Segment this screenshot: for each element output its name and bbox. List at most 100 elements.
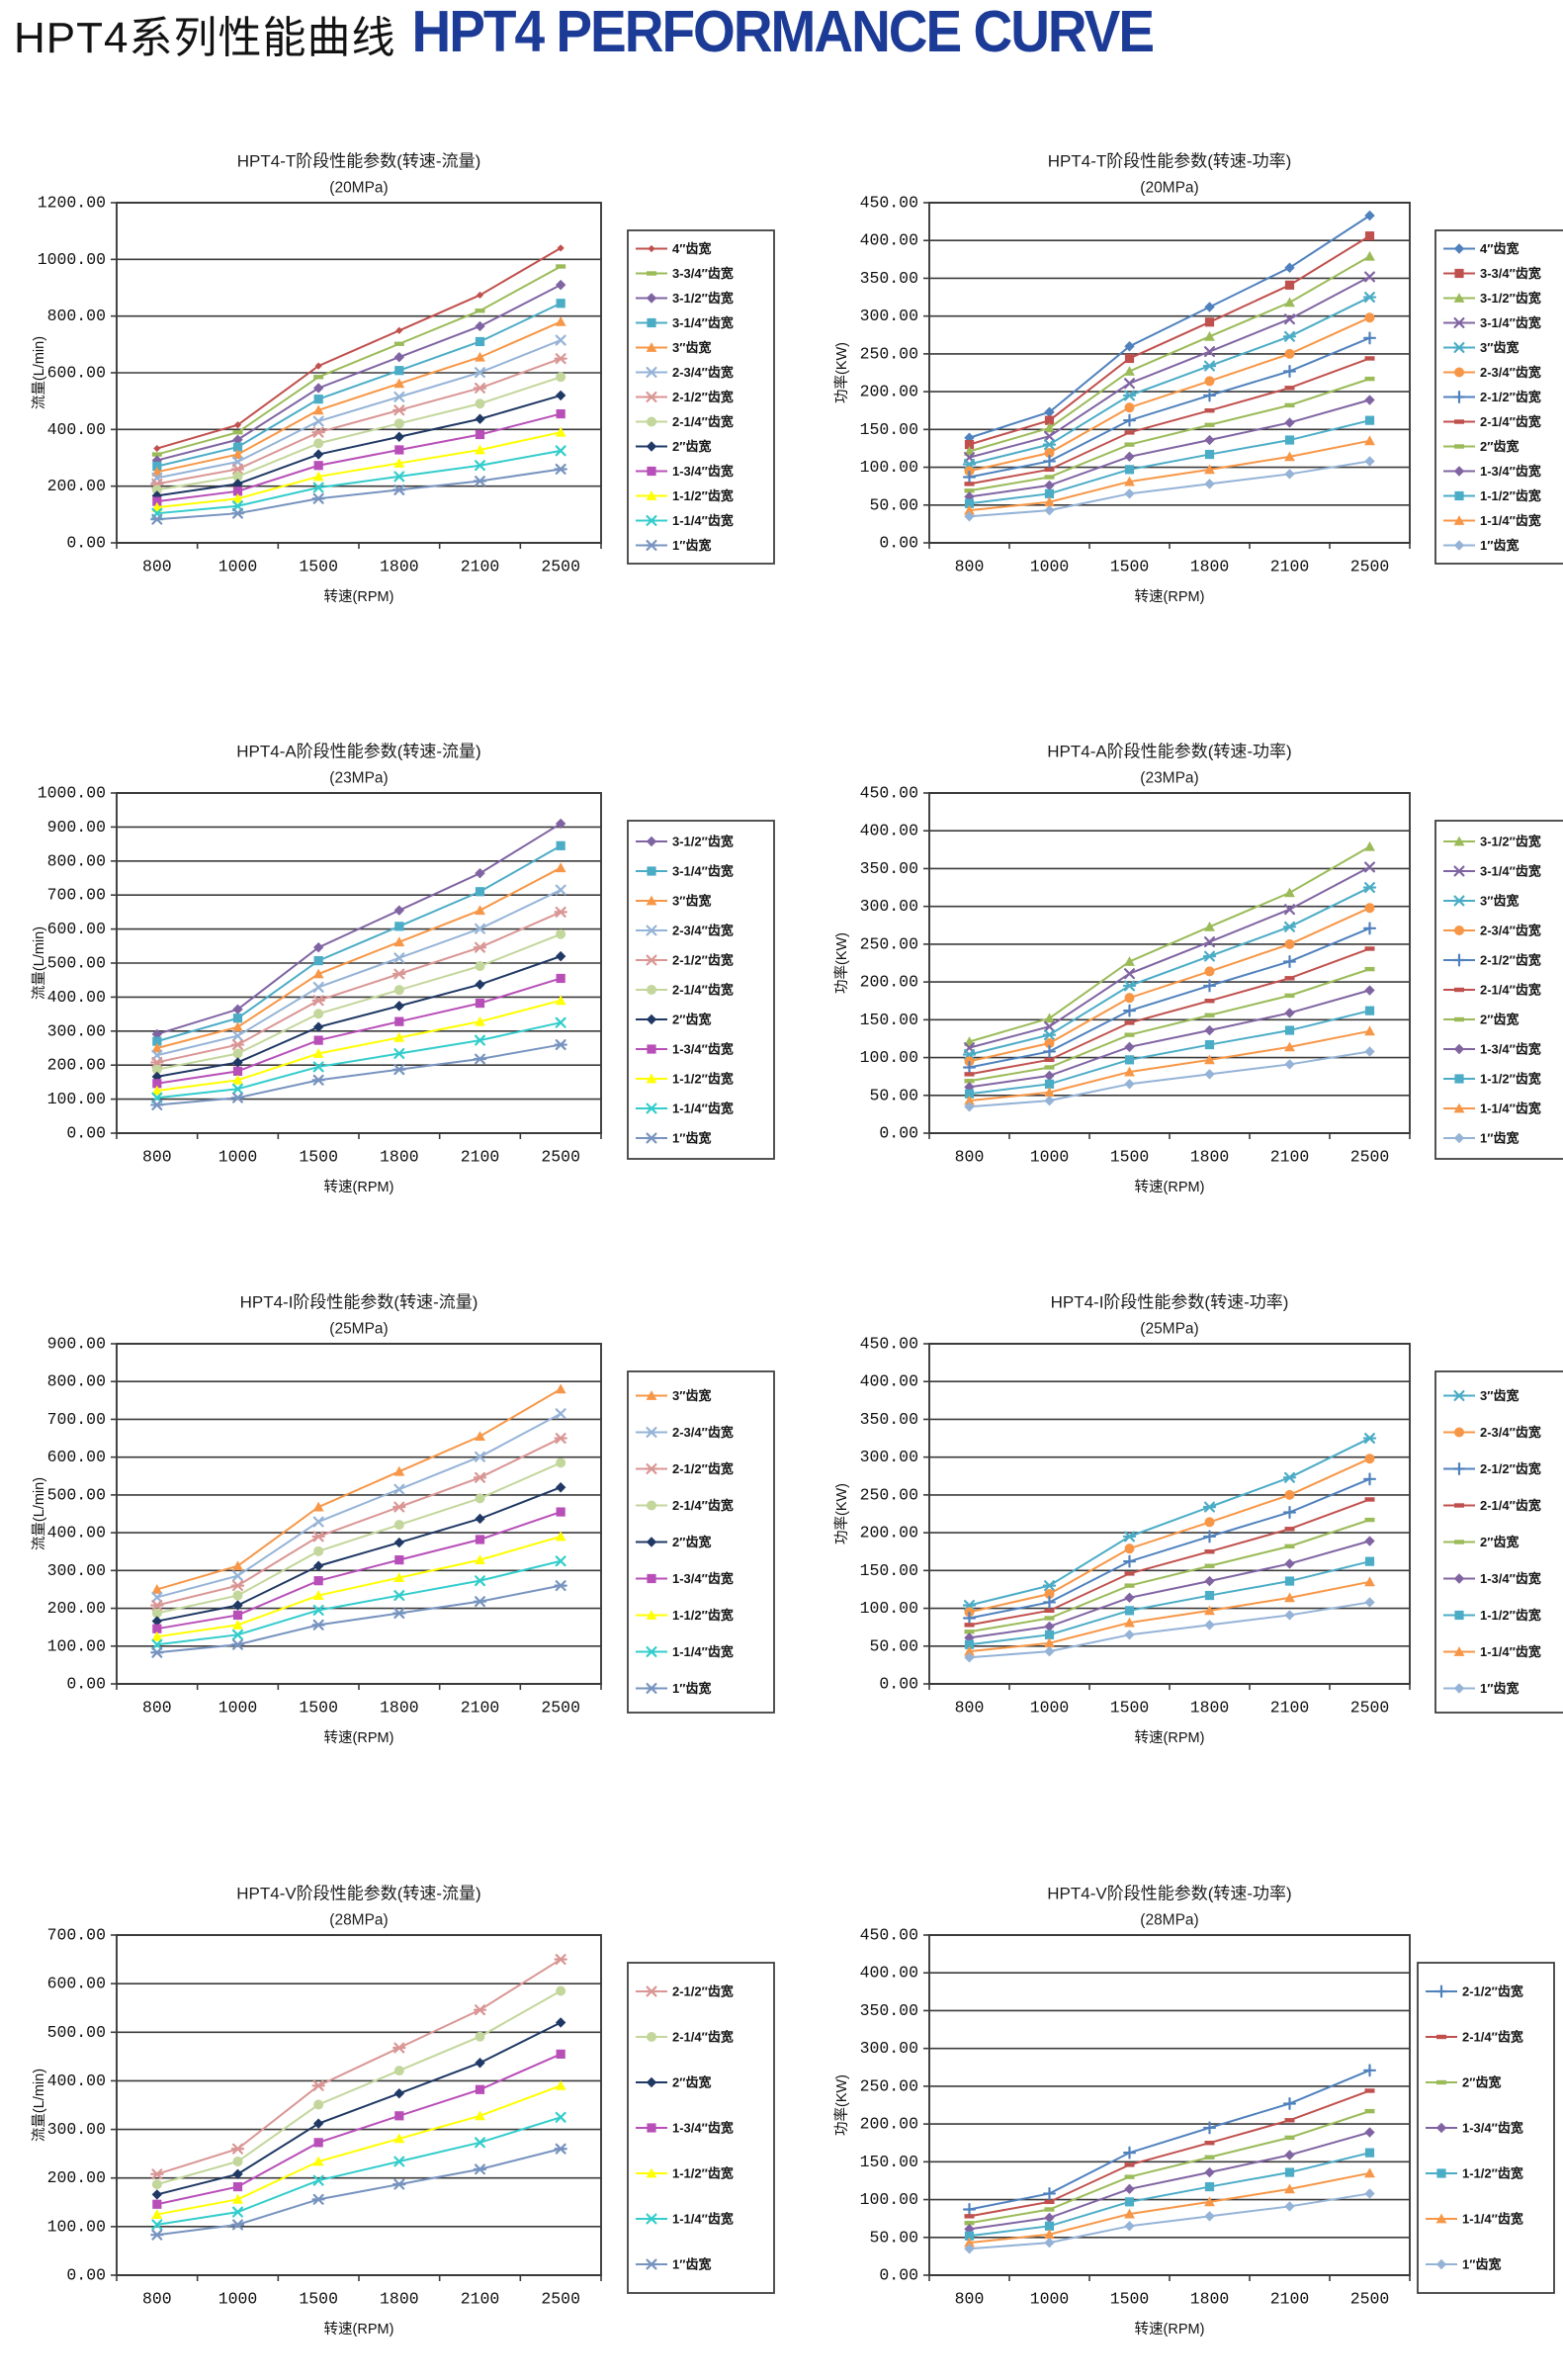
chart-hpt4-t-power-svg: 0.00 50.00 100.00 150.00 200.00 250.00 300.00 3… xyxy=(833,152,1563,605)
svg-text:3″齿宽: 3″齿宽 xyxy=(672,1388,711,1403)
svg-text:3-1/2″齿宽: 3-1/2″齿宽 xyxy=(1480,291,1541,306)
svg-text:100.00: 100.00 xyxy=(860,2190,918,2209)
chart-hpt4-a-power-svg: 0.00 50.00 100.00 150.00 200.00 250.00 300.00 3… xyxy=(833,743,1563,1195)
svg-text:3-1/2″齿宽: 3-1/2″齿宽 xyxy=(672,291,734,306)
svg-text:2″齿宽: 2″齿宽 xyxy=(672,2075,711,2090)
svg-text:(25MPa): (25MPa) xyxy=(329,1321,388,1338)
svg-text:2-1/2″齿宽: 2-1/2″齿宽 xyxy=(672,953,734,968)
svg-text:2500: 2500 xyxy=(1350,558,1390,576)
svg-text:3-1/2″齿宽: 3-1/2″齿宽 xyxy=(672,835,734,849)
svg-text:2-3/4″齿宽: 2-3/4″齿宽 xyxy=(1480,924,1541,938)
svg-text:1-1/2″齿宽: 1-1/2″齿宽 xyxy=(1480,488,1541,503)
svg-text:2-3/4″齿宽: 2-3/4″齿宽 xyxy=(672,365,734,380)
svg-text:1500: 1500 xyxy=(1110,1699,1150,1718)
svg-text:200.00: 200.00 xyxy=(47,477,106,495)
chart-hpt4-a-flow-svg: 0.00 100.00 200.00 300.00 400.00 500.00 600.00… xyxy=(31,743,775,1195)
svg-text:2100: 2100 xyxy=(461,1148,500,1167)
svg-text:100.00: 100.00 xyxy=(860,458,918,477)
svg-text:300.00: 300.00 xyxy=(860,307,918,325)
svg-text:1800: 1800 xyxy=(380,1148,419,1167)
svg-text:1500: 1500 xyxy=(299,558,338,576)
svg-text:2100: 2100 xyxy=(461,558,500,576)
chart-hpt4-i-power: 0.00 50.00 100.00 150.00 200.00 250.00 300.00 3… xyxy=(821,1198,1563,1789)
svg-text:1500: 1500 xyxy=(299,2290,338,2309)
svg-text:50.00: 50.00 xyxy=(869,1086,918,1104)
svg-text:2100: 2100 xyxy=(1270,1148,1310,1167)
svg-text:1-3/4″齿宽: 1-3/4″齿宽 xyxy=(1480,1042,1541,1057)
svg-text:转速(RPM): 转速(RPM) xyxy=(324,1729,394,1746)
svg-text:1000: 1000 xyxy=(218,2290,258,2309)
svg-text:1″齿宽: 1″齿宽 xyxy=(1480,1131,1519,1146)
svg-text:1800: 1800 xyxy=(1190,1699,1230,1718)
svg-text:400.00: 400.00 xyxy=(47,1524,106,1543)
svg-text:450.00: 450.00 xyxy=(860,1335,918,1354)
svg-text:400.00: 400.00 xyxy=(860,1372,918,1391)
svg-text:1-3/4″齿宽: 1-3/4″齿宽 xyxy=(1480,1571,1541,1586)
svg-text:1-1/4″齿宽: 1-1/4″齿宽 xyxy=(672,1102,734,1116)
svg-text:(20MPa): (20MPa) xyxy=(329,180,388,197)
svg-text:600.00: 600.00 xyxy=(47,920,106,938)
svg-text:800: 800 xyxy=(955,1699,985,1718)
svg-text:2-1/4″齿宽: 2-1/4″齿宽 xyxy=(672,414,734,429)
svg-text:800: 800 xyxy=(955,1148,985,1167)
svg-text:1″齿宽: 1″齿宽 xyxy=(672,538,711,553)
chart-hpt4-t-flow: 0.00 200.00 400.00 600.00 800.00 1000.00 1200.… xyxy=(10,57,801,648)
svg-text:300.00: 300.00 xyxy=(860,897,918,916)
svg-text:1000.00: 1000.00 xyxy=(38,784,106,803)
svg-text:1-1/2″齿宽: 1-1/2″齿宽 xyxy=(672,488,734,503)
chart-hpt4-a-flow: 0.00 100.00 200.00 300.00 400.00 500.00 600.00… xyxy=(10,648,801,1238)
svg-text:1″齿宽: 1″齿宽 xyxy=(1480,1681,1519,1696)
svg-text:2-1/4″齿宽: 2-1/4″齿宽 xyxy=(1480,1498,1541,1513)
page-header: HPT4系列性能曲线 HPT4 PERFORMANCE CURVE xyxy=(14,0,1155,65)
svg-text:功率(KW): 功率(KW) xyxy=(833,2074,850,2136)
svg-text:(28MPa): (28MPa) xyxy=(329,1912,388,1929)
svg-text:3″齿宽: 3″齿宽 xyxy=(1480,1388,1519,1403)
svg-text:1500: 1500 xyxy=(1110,1148,1150,1167)
svg-text:500.00: 500.00 xyxy=(47,1485,106,1504)
svg-text:2100: 2100 xyxy=(461,2290,500,2309)
chart-hpt4-i-flow: 0.00 100.00 200.00 300.00 400.00 500.00 600.00… xyxy=(10,1198,801,1789)
svg-text:1000.00: 1000.00 xyxy=(38,250,106,269)
svg-text:1″齿宽: 1″齿宽 xyxy=(672,2257,711,2272)
svg-text:3-1/4″齿宽: 3-1/4″齿宽 xyxy=(672,315,734,330)
svg-text:300.00: 300.00 xyxy=(860,2039,918,2058)
svg-text:2-1/4″齿宽: 2-1/4″齿宽 xyxy=(672,983,734,998)
svg-text:3-3/4″齿宽: 3-3/4″齿宽 xyxy=(672,266,734,281)
svg-text:2-1/2″齿宽: 2-1/2″齿宽 xyxy=(1480,1461,1541,1476)
svg-text:2-1/2″齿宽: 2-1/2″齿宽 xyxy=(672,1461,734,1476)
svg-text:2″齿宽: 2″齿宽 xyxy=(672,439,711,454)
svg-text:500.00: 500.00 xyxy=(47,2023,106,2042)
svg-text:3-1/4″齿宽: 3-1/4″齿宽 xyxy=(672,864,734,879)
svg-text:600.00: 600.00 xyxy=(47,1975,106,1993)
svg-text:0.00: 0.00 xyxy=(66,2266,106,2285)
svg-text:1800: 1800 xyxy=(380,2290,419,2309)
svg-text:2″齿宽: 2″齿宽 xyxy=(1462,2075,1501,2090)
svg-text:350.00: 350.00 xyxy=(860,2001,918,2020)
svg-text:150.00: 150.00 xyxy=(860,1011,918,1029)
svg-text:50.00: 50.00 xyxy=(869,2228,918,2247)
svg-text:2500: 2500 xyxy=(541,1699,580,1718)
svg-text:400.00: 400.00 xyxy=(860,231,918,250)
svg-text:功率(KW): 功率(KW) xyxy=(833,1483,850,1544)
svg-text:3-1/4″齿宽: 3-1/4″齿宽 xyxy=(1480,864,1541,879)
svg-text:1-1/2″齿宽: 1-1/2″齿宽 xyxy=(672,1608,734,1623)
svg-text:2″齿宽: 2″齿宽 xyxy=(1480,1013,1519,1027)
svg-text:(28MPa): (28MPa) xyxy=(1140,1912,1198,1929)
svg-text:250.00: 250.00 xyxy=(860,934,918,953)
svg-text:2-1/4″齿宽: 2-1/4″齿宽 xyxy=(1462,2030,1523,2045)
svg-text:0.00: 0.00 xyxy=(879,1675,918,1694)
chart-hpt4-t-flow-svg: 0.00 200.00 400.00 600.00 800.00 1000.00 1200.… xyxy=(31,152,775,605)
svg-text:转速(RPM): 转速(RPM) xyxy=(1135,1729,1205,1746)
svg-text:800: 800 xyxy=(142,1699,172,1718)
svg-text:800.00: 800.00 xyxy=(47,307,106,325)
chart-hpt4-v-power: 0.00 50.00 100.00 150.00 200.00 250.00 300.00 3… xyxy=(821,1790,1563,2380)
chart-hpt4-i-power-svg: 0.00 50.00 100.00 150.00 200.00 250.00 300.00 3… xyxy=(833,1293,1563,1746)
svg-text:0.00: 0.00 xyxy=(66,1124,106,1143)
svg-text:200.00: 200.00 xyxy=(47,1599,106,1618)
svg-text:HPT4-T阶段性能参数(转速-流量): HPT4-T阶段性能参数(转速-流量) xyxy=(237,152,480,171)
chart-hpt4-i-flow-svg: 0.00 100.00 200.00 300.00 400.00 500.00 600.00… xyxy=(31,1293,775,1746)
svg-text:1000: 1000 xyxy=(1030,2290,1070,2309)
svg-text:50.00: 50.00 xyxy=(869,1636,918,1655)
svg-text:200.00: 200.00 xyxy=(860,383,918,401)
svg-text:转速(RPM): 转速(RPM) xyxy=(324,588,394,605)
